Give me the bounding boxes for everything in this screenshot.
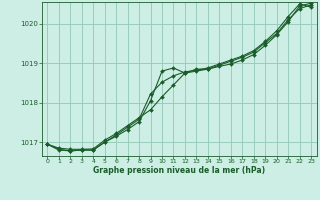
X-axis label: Graphe pression niveau de la mer (hPa): Graphe pression niveau de la mer (hPa) — [93, 166, 265, 175]
